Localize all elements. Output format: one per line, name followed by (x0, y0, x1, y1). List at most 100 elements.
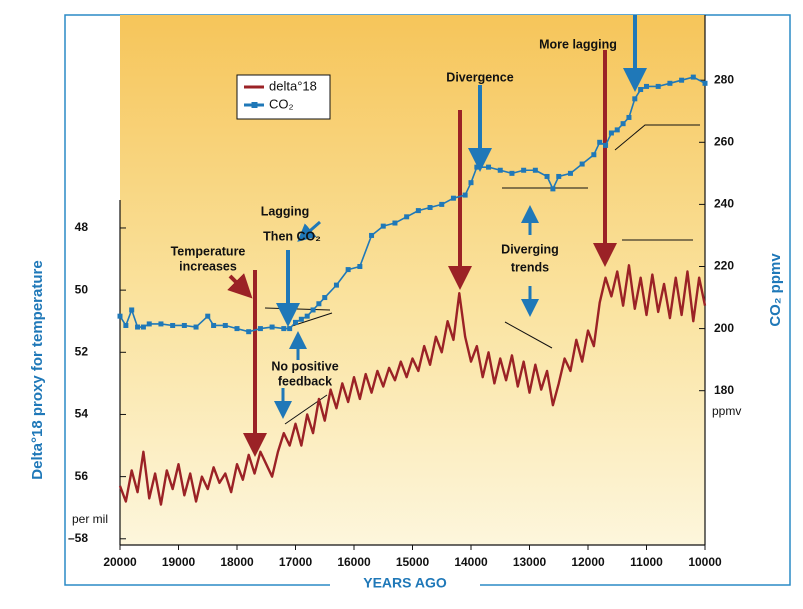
legend (236, 74, 331, 120)
point (322, 295, 328, 301)
point (304, 313, 310, 319)
legend-label: delta°18 (269, 78, 317, 93)
point (269, 324, 275, 330)
point (310, 307, 316, 313)
point (638, 87, 644, 93)
legend-marker (251, 102, 258, 108)
point (655, 83, 661, 89)
point (509, 170, 515, 176)
point (181, 322, 187, 328)
y2-tick-label: 240 (714, 197, 734, 211)
legend-label: CO₂ (269, 96, 294, 111)
annotation: Lagging (261, 204, 310, 218)
point (415, 208, 421, 214)
x-tick-label: 18000 (220, 555, 254, 569)
point (468, 180, 474, 186)
x-tick-label: 16000 (337, 555, 371, 569)
point (246, 329, 252, 335)
y2-tick-label: 280 (714, 72, 734, 86)
point (135, 324, 141, 330)
point (404, 214, 410, 220)
annotation: trends (511, 260, 549, 274)
y2-unit: ppmv (712, 404, 741, 418)
x-tick-label: 12000 (571, 555, 605, 569)
point (170, 322, 176, 328)
point (281, 326, 287, 332)
point (234, 326, 240, 332)
point (450, 195, 456, 201)
x-tick-label: 15000 (396, 555, 430, 569)
annotation: increases (179, 259, 237, 273)
point (257, 326, 263, 332)
y-tick-label: 48 (75, 220, 89, 234)
y-tick-label: 50 (75, 282, 89, 296)
y-tick-label: 54 (75, 407, 89, 421)
x-tick-label: 20000 (103, 555, 137, 569)
point (702, 80, 708, 86)
point (474, 164, 480, 170)
y-unit: per mil (72, 512, 108, 526)
y-tick-label: 56 (75, 469, 89, 483)
series-line (119, 76, 706, 333)
annotation: Diverging (501, 242, 559, 256)
point (626, 114, 632, 120)
point (380, 223, 386, 229)
point (644, 83, 649, 89)
point (550, 186, 556, 192)
annotation: No positive (271, 359, 338, 373)
point (140, 324, 146, 330)
point (298, 316, 304, 322)
point (462, 192, 468, 198)
title-gap (330, 576, 480, 592)
point (439, 201, 445, 207)
point (556, 173, 562, 179)
y2-tick-label: 200 (714, 321, 734, 335)
y-tick-label: –58 (68, 531, 88, 545)
plot-area (120, 15, 705, 545)
arrows (227, 15, 647, 457)
point (205, 313, 211, 319)
x-tick-label: 10000 (688, 555, 722, 569)
point (158, 321, 164, 327)
point (667, 80, 673, 86)
point (117, 313, 123, 319)
point (532, 167, 538, 173)
point (287, 326, 293, 332)
x-tick-label: 14000 (454, 555, 488, 569)
point (579, 161, 585, 167)
point (123, 322, 129, 328)
y2-tick-label: 220 (714, 259, 734, 273)
point (357, 263, 363, 269)
point (620, 121, 626, 127)
point (392, 220, 398, 226)
series-line (118, 264, 707, 506)
y2-axis-title: CO₂ ppmv (767, 253, 784, 327)
point (369, 232, 375, 238)
annotation: More lagging (539, 37, 617, 51)
annotation: Divergence (446, 70, 513, 84)
point (333, 282, 339, 288)
annotation: feedback (278, 374, 332, 388)
point (679, 77, 685, 83)
x-tick-label: 19000 (162, 555, 196, 569)
annotation: Then CO₂ (263, 229, 321, 243)
y2-tick-label: 260 (714, 134, 734, 148)
point (129, 307, 135, 313)
point (497, 167, 503, 173)
point (486, 164, 492, 170)
point (345, 267, 351, 273)
y-tick-label: 52 (75, 344, 89, 358)
point (544, 173, 550, 179)
point (597, 139, 603, 145)
y-axis-title: Delta°18 proxy for temperature (29, 260, 46, 479)
point (632, 96, 638, 102)
point (427, 205, 433, 211)
point (211, 322, 217, 328)
x-tick-label: 17000 (279, 555, 313, 569)
x-tick-label: 13000 (513, 555, 547, 569)
point (222, 322, 228, 328)
x-tick-label: 11000 (630, 555, 663, 569)
point (146, 321, 152, 327)
point (608, 130, 614, 136)
